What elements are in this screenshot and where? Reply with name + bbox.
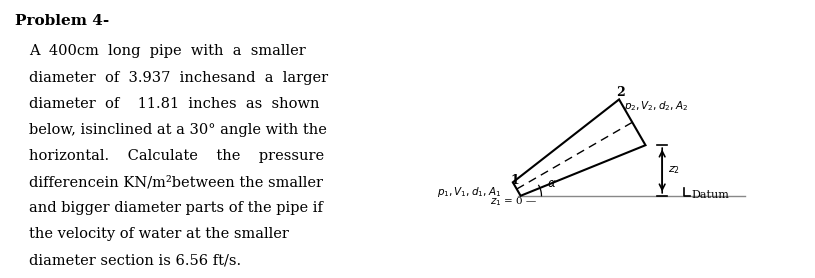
Text: diameter  of  3.937  inchesand  a  larger: diameter of 3.937 inchesand a larger	[29, 71, 328, 85]
Text: A  400cm  long  pipe  with  a  smaller: A 400cm long pipe with a smaller	[29, 44, 306, 58]
Text: $z_1$: $z_1$	[490, 196, 501, 208]
Text: and bigger diameter parts of the pipe if: and bigger diameter parts of the pipe if	[29, 201, 323, 215]
Text: $p_1, V_1, d_1, A_1$: $p_1, V_1, d_1, A_1$	[438, 185, 501, 199]
Text: the velocity of water at the smaller: the velocity of water at the smaller	[29, 227, 289, 241]
Text: $z_2$: $z_2$	[668, 165, 681, 176]
Text: = 0 —: = 0 —	[504, 197, 536, 206]
Text: differencein KN/m²between the smaller: differencein KN/m²between the smaller	[29, 175, 323, 189]
Text: 2: 2	[616, 86, 625, 99]
Text: Datum: Datum	[691, 190, 729, 200]
Text: horizontal.    Calculate    the    pressure: horizontal. Calculate the pressure	[29, 149, 324, 163]
Text: $p_2, V_2, d_2, A_2$: $p_2, V_2, d_2, A_2$	[624, 99, 688, 113]
Text: $\alpha$: $\alpha$	[547, 177, 557, 190]
Text: below, isinclined at a 30° angle with the: below, isinclined at a 30° angle with th…	[29, 123, 327, 137]
Text: 1: 1	[511, 174, 520, 187]
Text: diameter section is 6.56 ft/s.: diameter section is 6.56 ft/s.	[29, 254, 240, 267]
Text: diameter  of    11.81  inches  as  shown: diameter of 11.81 inches as shown	[29, 97, 319, 111]
Text: Problem 4-: Problem 4-	[15, 14, 110, 28]
